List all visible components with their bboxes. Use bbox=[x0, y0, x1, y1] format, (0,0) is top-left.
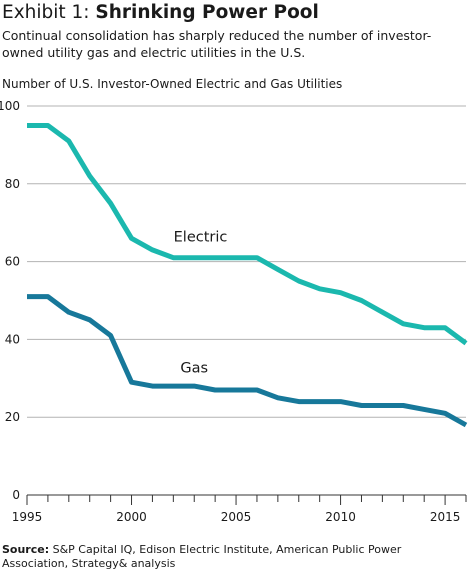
series-line-gas bbox=[27, 294, 468, 428]
x-tick-label: 2010 bbox=[325, 510, 356, 524]
x-tick-label: 2000 bbox=[116, 510, 147, 524]
title-main: Shrinking Power Pool bbox=[95, 2, 319, 23]
series-label-electric: Electric bbox=[174, 229, 228, 245]
chart-title: Exhibit 1: Shrinking Power Pool bbox=[2, 2, 319, 24]
chart-subtitle: Continual consolidation has sharply redu… bbox=[2, 28, 432, 60]
x-tick-label: 1995 bbox=[12, 510, 43, 524]
source-label: Source: bbox=[2, 543, 50, 556]
line-chart: 0 20 40 60 80 100 1995 2000 2005 2010 2015 Electric… bbox=[0, 99, 468, 524]
series-line-electric bbox=[27, 123, 468, 346]
source-text: S&P Capital IQ, Edison Electric Institut… bbox=[2, 543, 402, 570]
series-label-gas: Gas bbox=[180, 360, 208, 376]
y-tick-label: 80 bbox=[5, 177, 20, 191]
y-tick-label: 40 bbox=[5, 332, 20, 346]
y-tick-label: 0 bbox=[12, 488, 20, 502]
source-note: Source: S&P Capital IQ, Edison Electric … bbox=[2, 543, 464, 571]
y-tick-label: 100 bbox=[0, 99, 20, 113]
x-tick-label: 2005 bbox=[221, 510, 252, 524]
title-prefix: Exhibit 1: bbox=[2, 2, 96, 23]
y-tick-label: 60 bbox=[5, 255, 20, 269]
x-tick-label: 2015 bbox=[430, 510, 461, 524]
y-tick-label: 20 bbox=[5, 410, 20, 424]
y-axis-label: Number of U.S. Investor-Owned Electric a… bbox=[2, 77, 343, 91]
